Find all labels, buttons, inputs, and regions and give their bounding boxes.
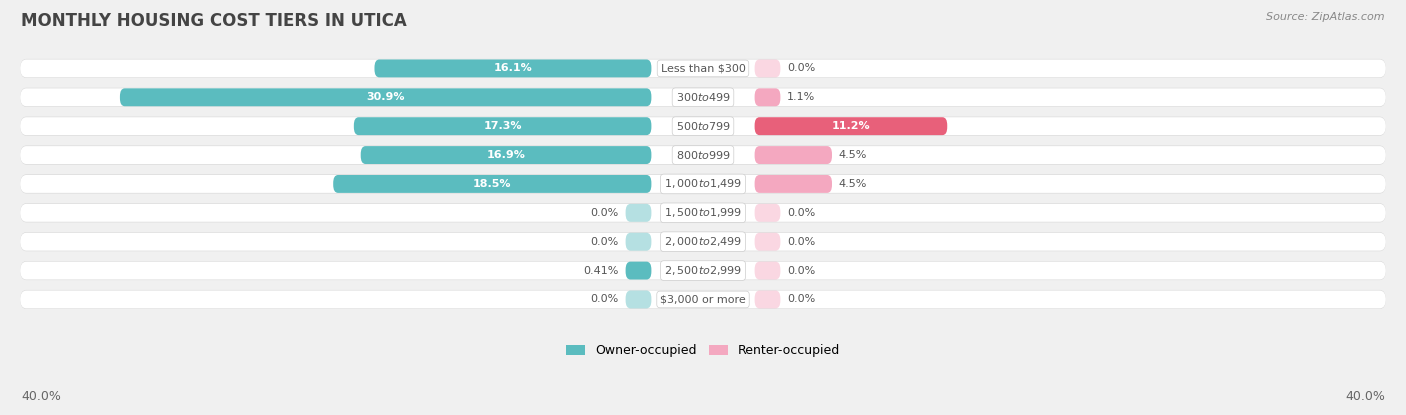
Text: 0.41%: 0.41%: [583, 266, 619, 276]
Text: 0.0%: 0.0%: [787, 266, 815, 276]
FancyBboxPatch shape: [755, 290, 780, 308]
Text: 0.0%: 0.0%: [787, 237, 815, 247]
FancyBboxPatch shape: [626, 261, 651, 280]
Text: $300 to $499: $300 to $499: [675, 91, 731, 103]
FancyBboxPatch shape: [20, 261, 1386, 280]
FancyBboxPatch shape: [20, 117, 1386, 135]
FancyBboxPatch shape: [20, 233, 1386, 251]
Text: 18.5%: 18.5%: [472, 179, 512, 189]
Text: 11.2%: 11.2%: [831, 121, 870, 131]
Text: $2,500 to $2,999: $2,500 to $2,999: [664, 264, 742, 277]
Text: MONTHLY HOUSING COST TIERS IN UTICA: MONTHLY HOUSING COST TIERS IN UTICA: [21, 12, 406, 30]
Text: 0.0%: 0.0%: [591, 237, 619, 247]
FancyBboxPatch shape: [354, 117, 651, 135]
Text: 30.9%: 30.9%: [367, 92, 405, 103]
Text: Less than $300: Less than $300: [661, 63, 745, 73]
FancyBboxPatch shape: [755, 59, 780, 77]
FancyBboxPatch shape: [20, 175, 1386, 193]
Text: 40.0%: 40.0%: [21, 390, 60, 403]
Text: 4.5%: 4.5%: [839, 179, 868, 189]
Text: $800 to $999: $800 to $999: [675, 149, 731, 161]
Text: $3,000 or more: $3,000 or more: [661, 295, 745, 305]
FancyBboxPatch shape: [20, 290, 1386, 308]
FancyBboxPatch shape: [626, 233, 651, 251]
FancyBboxPatch shape: [20, 88, 1386, 107]
FancyBboxPatch shape: [20, 203, 1386, 222]
FancyBboxPatch shape: [20, 117, 1386, 136]
Text: 4.5%: 4.5%: [839, 150, 868, 160]
Text: 0.0%: 0.0%: [591, 208, 619, 218]
Legend: Owner-occupied, Renter-occupied: Owner-occupied, Renter-occupied: [561, 339, 845, 362]
Text: 40.0%: 40.0%: [1346, 390, 1385, 403]
FancyBboxPatch shape: [374, 59, 651, 77]
Text: 0.0%: 0.0%: [787, 208, 815, 218]
Text: Source: ZipAtlas.com: Source: ZipAtlas.com: [1267, 12, 1385, 22]
FancyBboxPatch shape: [20, 174, 1386, 193]
FancyBboxPatch shape: [361, 146, 651, 164]
FancyBboxPatch shape: [755, 175, 832, 193]
FancyBboxPatch shape: [20, 204, 1386, 222]
FancyBboxPatch shape: [755, 146, 832, 164]
FancyBboxPatch shape: [20, 261, 1386, 280]
FancyBboxPatch shape: [20, 146, 1386, 164]
FancyBboxPatch shape: [755, 117, 948, 135]
FancyBboxPatch shape: [333, 175, 651, 193]
FancyBboxPatch shape: [20, 59, 1386, 77]
FancyBboxPatch shape: [626, 204, 651, 222]
Text: 0.0%: 0.0%: [787, 63, 815, 73]
Text: 0.0%: 0.0%: [787, 295, 815, 305]
FancyBboxPatch shape: [626, 290, 651, 308]
Text: $500 to $799: $500 to $799: [675, 120, 731, 132]
FancyBboxPatch shape: [120, 88, 651, 106]
FancyBboxPatch shape: [755, 261, 780, 280]
Text: 0.0%: 0.0%: [591, 295, 619, 305]
Text: 17.3%: 17.3%: [484, 121, 522, 131]
Text: 16.9%: 16.9%: [486, 150, 526, 160]
FancyBboxPatch shape: [20, 290, 1386, 309]
FancyBboxPatch shape: [20, 146, 1386, 165]
Text: 16.1%: 16.1%: [494, 63, 533, 73]
FancyBboxPatch shape: [20, 232, 1386, 251]
FancyBboxPatch shape: [20, 88, 1386, 106]
Text: $1,000 to $1,499: $1,000 to $1,499: [664, 178, 742, 190]
FancyBboxPatch shape: [755, 233, 780, 251]
FancyBboxPatch shape: [20, 59, 1386, 78]
FancyBboxPatch shape: [755, 204, 780, 222]
FancyBboxPatch shape: [755, 88, 780, 106]
Text: 1.1%: 1.1%: [787, 92, 815, 103]
Text: $1,500 to $1,999: $1,500 to $1,999: [664, 206, 742, 219]
Text: $2,000 to $2,499: $2,000 to $2,499: [664, 235, 742, 248]
